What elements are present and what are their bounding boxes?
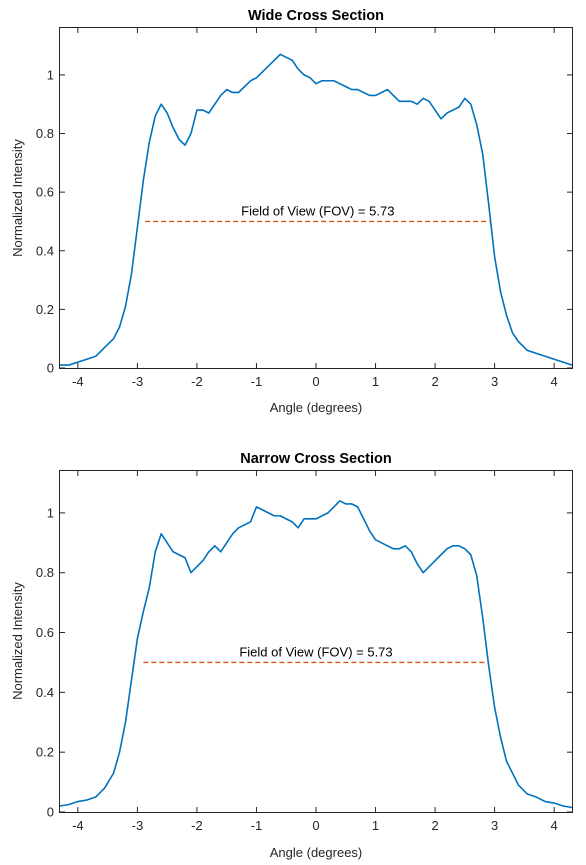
x-tick-label: -2 — [191, 374, 203, 389]
y-tick-label: 0 — [47, 805, 54, 820]
y-tick-label: 0.8 — [36, 565, 54, 580]
x-tick-label: 2 — [431, 374, 438, 389]
y-tick-label: 0.6 — [36, 185, 54, 200]
fov-annotation: Field of View (FOV) = 5.73 — [239, 644, 392, 659]
plot-area — [59, 27, 573, 369]
x-tick-label: -3 — [132, 374, 144, 389]
x-tick-label: -1 — [251, 818, 263, 833]
y-tick-label: 1 — [47, 505, 54, 520]
x-tick-label: 1 — [372, 374, 379, 389]
wide-cross-section-chart: Wide Cross Section -4 -3 -2 -1 0 1 2 3 4 0 0.2 0.4… — [10, 8, 573, 415]
x-axis-ticks: -4 -3 -2 -1 0 1 2 3 4 — [72, 471, 558, 833]
chart-title: Narrow Cross Section — [240, 451, 392, 467]
data-series — [59, 500, 573, 809]
data-series — [60, 53, 573, 366]
x-tick-label: 2 — [431, 818, 438, 833]
annotations: Field of View (FOV) = 5.73 — [241, 204, 394, 219]
y-axis-ticks: 0 0.2 0.4 0.6 0.8 1 — [36, 67, 572, 376]
x-axis-label: Angle (degrees) — [270, 400, 363, 415]
plot-area — [59, 470, 573, 813]
x-tick-label: 4 — [551, 374, 558, 389]
intensity-profile-line — [60, 53, 573, 366]
y-tick-label: 0.4 — [36, 685, 54, 700]
x-tick-label: 0 — [312, 818, 319, 833]
x-tick-label: -4 — [72, 818, 84, 833]
intensity-profile-line — [59, 500, 573, 809]
y-axis-label: Normalized Intensity — [10, 582, 25, 700]
y-tick-label: 0.4 — [36, 243, 54, 258]
x-axis-ticks: -4 -3 -2 -1 0 1 2 3 4 — [72, 28, 558, 389]
x-tick-label: -1 — [251, 374, 263, 389]
annotations: Field of View (FOV) = 5.73 — [239, 644, 392, 659]
y-tick-label: 1 — [47, 67, 54, 82]
x-tick-label: -4 — [72, 374, 84, 389]
x-tick-label: 4 — [551, 818, 558, 833]
fov-annotation: Field of View (FOV) = 5.73 — [241, 204, 394, 219]
y-tick-label: 0.2 — [36, 302, 54, 317]
chart-title: Wide Cross Section — [248, 8, 384, 24]
x-tick-label: 1 — [372, 818, 379, 833]
y-tick-label: 0 — [47, 361, 54, 376]
y-tick-label: 0.6 — [36, 625, 54, 640]
x-tick-label: -2 — [191, 818, 203, 833]
y-axis-label: Normalized Intensity — [10, 139, 25, 257]
x-axis-label: Angle (degrees) — [270, 845, 363, 860]
x-tick-label: 3 — [491, 818, 498, 833]
y-axis-ticks: 0 0.2 0.4 0.6 0.8 1 — [36, 505, 572, 820]
x-tick-label: 0 — [312, 374, 319, 389]
y-tick-label: 0.8 — [36, 126, 54, 141]
x-tick-label: -3 — [132, 818, 144, 833]
narrow-cross-section-chart: Narrow Cross Section -4 -3 -2 -1 0 1 2 3 4 00.20… — [10, 451, 573, 860]
y-tick-label: 0.2 — [36, 745, 54, 760]
x-tick-label: 3 — [491, 374, 498, 389]
